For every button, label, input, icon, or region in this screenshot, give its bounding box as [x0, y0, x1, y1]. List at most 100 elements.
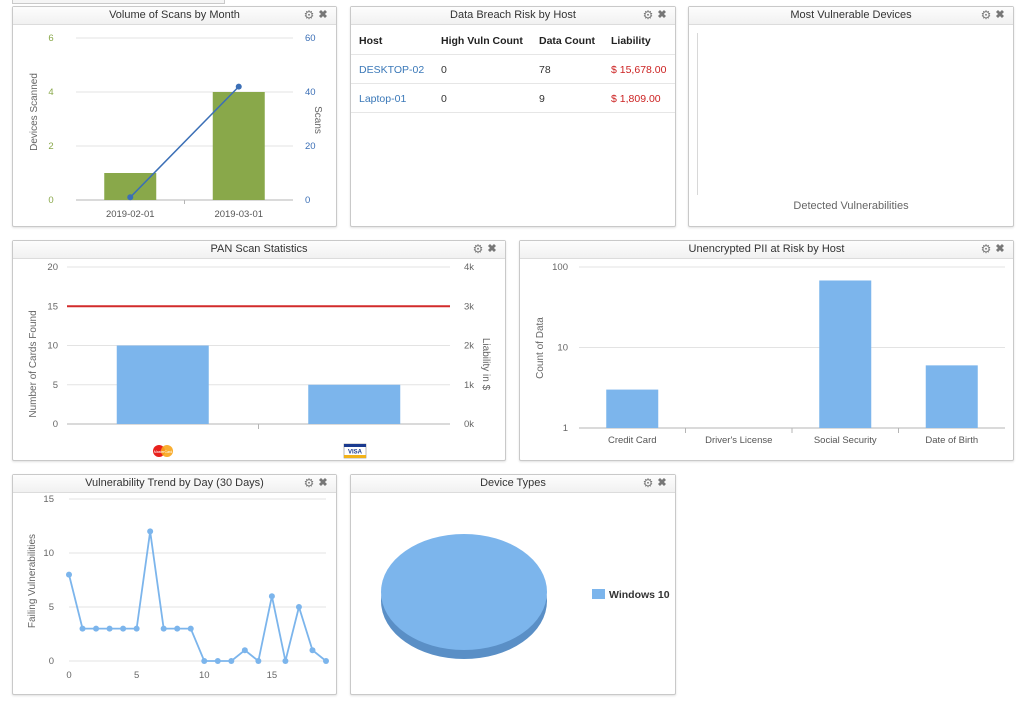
x-axis-title: Detected Vulnerabilities — [793, 200, 909, 212]
data-point — [147, 528, 154, 535]
close-icon[interactable]: ✖ — [318, 477, 328, 489]
column-header-high-vuln[interactable]: High Vuln Count — [441, 35, 523, 47]
data-point — [255, 658, 262, 664]
y-tick-label-right: 20 — [305, 141, 316, 152]
column-header-liability[interactable]: Liability — [611, 35, 651, 47]
data-point — [214, 658, 221, 664]
visa-icon: VISA — [343, 443, 367, 459]
y-tick-label-left: 6 — [48, 33, 53, 44]
close-icon[interactable]: ✖ — [657, 9, 667, 21]
svg-text:VISA: VISA — [348, 450, 363, 456]
column-header-host[interactable]: Host — [359, 35, 383, 47]
panel-title: Vulnerability Trend by Day (30 Days) — [85, 477, 264, 489]
panel-vulnerable-devices: Most Vulnerable Devices ⚙ ✖ Detected Vul… — [688, 6, 1014, 227]
y-tick-label: 10 — [557, 343, 568, 354]
panel-breach-risk: Data Breach Risk by Host ⚙ ✖ Host High V… — [350, 6, 676, 227]
y-tick-label-right: 4k — [464, 262, 474, 273]
gear-icon[interactable]: ⚙ — [642, 8, 654, 22]
gear-icon[interactable]: ⚙ — [980, 8, 992, 22]
panel-header: Data Breach Risk by Host ⚙ ✖ — [351, 7, 675, 25]
liability-cell: $ 15,678.00 — [611, 64, 667, 76]
high-vuln-cell: 0 — [441, 93, 447, 105]
close-icon[interactable]: ✖ — [995, 9, 1005, 21]
y-tick-label-right: 1k — [464, 380, 474, 391]
legend-item-windows-10[interactable]: Windows 10 — [592, 589, 670, 601]
breach-table: Host High Vuln Count Data Count Liabilit… — [351, 26, 675, 113]
y-tick-label-right: 0k — [464, 419, 474, 430]
vuln-trend-chart: Failing Vulnerabilities 0 5 10 15 0 5 10 15 — [27, 494, 329, 681]
pie-slice-windows-10[interactable] — [381, 534, 547, 659]
host-link[interactable]: DESKTOP-02 — [359, 64, 425, 76]
mastercard-icon: MasterCard — [153, 445, 173, 457]
table-row: DESKTOP-02 0 78 $ 15,678.00 — [351, 55, 675, 84]
bar — [212, 92, 265, 200]
y-axis-title-left: Number of Cards Found — [28, 310, 39, 417]
y-tick-label-left: 4 — [48, 87, 53, 98]
y-tick-label-right: 2k — [464, 341, 474, 352]
y-tick-label-right: 3k — [464, 301, 474, 312]
bar — [606, 389, 659, 428]
panel-header: Vulnerability Trend by Day (30 Days) ⚙ ✖ — [13, 475, 336, 493]
close-icon[interactable]: ✖ — [318, 9, 328, 21]
data-point — [127, 194, 134, 201]
bar — [308, 384, 401, 424]
panel-device-types: Device Types ⚙ ✖ Windows 10 — [350, 474, 676, 695]
data-point — [160, 625, 167, 632]
data-point — [201, 658, 208, 664]
y-axis-title-right: Liability in $ — [480, 338, 491, 391]
high-vuln-cell: 0 — [441, 64, 447, 76]
pii-risk-chart: Count of Data 1 10 100 Credit Card Driver's… — [535, 262, 1005, 446]
table-header-row: Host High Vuln Count Data Count Liabilit… — [351, 26, 675, 55]
device-types-chart: Windows 10 — [381, 534, 670, 659]
bar — [116, 345, 209, 424]
liability-cell: $ 1,809.00 — [611, 93, 661, 105]
panel-title: Data Breach Risk by Host — [450, 9, 576, 21]
gear-icon[interactable]: ⚙ — [642, 476, 654, 490]
panel-title: Device Types — [480, 477, 546, 489]
y-tick-label-left: 2 — [48, 141, 53, 152]
close-icon[interactable]: ✖ — [995, 243, 1005, 255]
y-tick-label-left: 0 — [53, 419, 58, 430]
y-axis-title-left: Devices Scanned — [29, 73, 40, 151]
panel-title: PAN Scan Statistics — [210, 243, 308, 255]
panel-title: Volume of Scans by Month — [109, 9, 240, 21]
panel-vuln-trend: Vulnerability Trend by Day (30 Days) ⚙ ✖… — [12, 474, 337, 695]
data-point — [268, 593, 275, 600]
gear-icon[interactable]: ⚙ — [303, 476, 315, 490]
gear-icon[interactable]: ⚙ — [980, 242, 992, 256]
y-axis-title: Count of Data — [535, 317, 546, 379]
data-point — [174, 625, 181, 632]
gear-icon[interactable]: ⚙ — [303, 8, 315, 22]
data-point — [106, 625, 113, 632]
x-tick-label: 2019-03-01 — [214, 209, 263, 220]
x-tick-label: 10 — [199, 670, 210, 681]
host-link[interactable]: Laptop-01 — [359, 93, 407, 105]
data-point — [133, 625, 140, 632]
data-point — [93, 625, 100, 632]
y-tick-label: 0 — [49, 656, 54, 667]
data-point — [323, 658, 329, 664]
data-point — [120, 625, 127, 632]
panel-title: Most Vulnerable Devices — [790, 9, 912, 21]
y-tick-label-right: 60 — [305, 33, 316, 44]
y-axis-title: Failing Vulnerabilities — [27, 534, 38, 628]
data-point — [187, 625, 194, 632]
y-tick-label-right: 0 — [305, 195, 310, 206]
y-tick-label: 5 — [49, 602, 54, 613]
x-tick-label: Driver's License — [705, 435, 772, 446]
data-point — [309, 647, 316, 654]
x-tick-label: 2019-02-01 — [106, 209, 155, 220]
svg-text:MasterCard: MasterCard — [154, 450, 172, 454]
x-tick-label: 15 — [267, 670, 278, 681]
data-point — [241, 647, 248, 654]
data-count-cell: 78 — [539, 64, 551, 76]
close-icon[interactable]: ✖ — [487, 243, 497, 255]
column-header-data-count[interactable]: Data Count — [539, 35, 595, 47]
gear-icon[interactable]: ⚙ — [472, 242, 484, 256]
pan-scan-chart: Number of Cards Found Liability in $ 0 5 1… — [28, 262, 491, 459]
y-tick-label: 100 — [552, 262, 568, 273]
close-icon[interactable]: ✖ — [657, 477, 667, 489]
y-tick-label: 10 — [43, 548, 54, 559]
panel-header: PAN Scan Statistics ⚙ ✖ — [13, 241, 505, 259]
x-tick-label: Credit Card — [608, 435, 657, 446]
